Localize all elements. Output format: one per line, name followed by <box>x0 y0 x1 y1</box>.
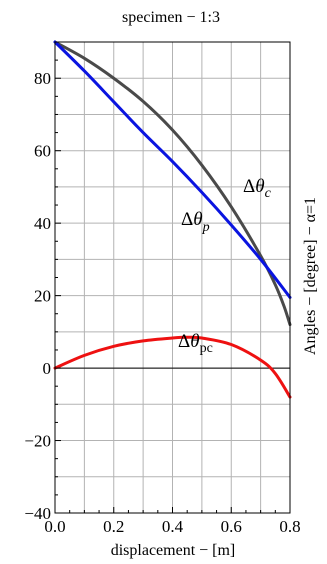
tick-labels: 0.0 0.2 0.4 0.6 0.8 −40 −20 0 20 40 60 80 <box>24 69 300 536</box>
series-label-theta-pc-symbol: Δ <box>178 331 190 352</box>
series-label-theta-p-sub: p <box>202 220 210 235</box>
series-layer <box>53 40 292 399</box>
ticks <box>54 41 291 514</box>
y-tick-label: −40 <box>24 504 51 523</box>
x-axis-label: displacement − [m] <box>111 542 236 559</box>
series-label-theta-c-theta: θ <box>255 176 264 197</box>
x-tick-label: 0.8 <box>279 517 300 536</box>
grid <box>55 41 290 513</box>
series-label-theta-p: Δθp <box>181 209 210 235</box>
x-tick-label: 0.0 <box>44 517 65 536</box>
y-axis-label: Angles − [degree] − α=1 <box>302 197 319 355</box>
y-tick-label: 80 <box>34 69 51 88</box>
series-label-theta-c-symbol: Δ <box>243 176 255 197</box>
series-label-theta-p-symbol: Δ <box>181 209 193 230</box>
x-tick-label: 0.6 <box>221 517 242 536</box>
chart-title: specimen − 1:3 <box>122 9 220 26</box>
y-tick-label: −20 <box>24 432 51 451</box>
series-label-theta-c: Δθc <box>243 176 272 201</box>
y-tick-label: 0 <box>43 359 52 378</box>
y-tick-label: 20 <box>34 287 51 306</box>
series-label-theta-p-theta: θ <box>193 209 202 230</box>
x-tick-label: 0.4 <box>162 517 184 536</box>
y-tick-label: 60 <box>34 142 51 161</box>
series-label-theta-pc-theta: θ <box>190 331 199 352</box>
series-label-theta-c-sub: c <box>265 186 272 201</box>
x-tick-label: 0.2 <box>103 517 124 536</box>
series-line-theta-pc <box>53 335 292 399</box>
series-label-theta-pc: Δθpc <box>178 331 213 356</box>
series-label-theta-pc-sub: pc <box>200 341 213 356</box>
series-line-theta-p <box>53 40 292 299</box>
y-tick-label: 40 <box>34 214 51 233</box>
series-line-theta-c <box>53 40 292 327</box>
